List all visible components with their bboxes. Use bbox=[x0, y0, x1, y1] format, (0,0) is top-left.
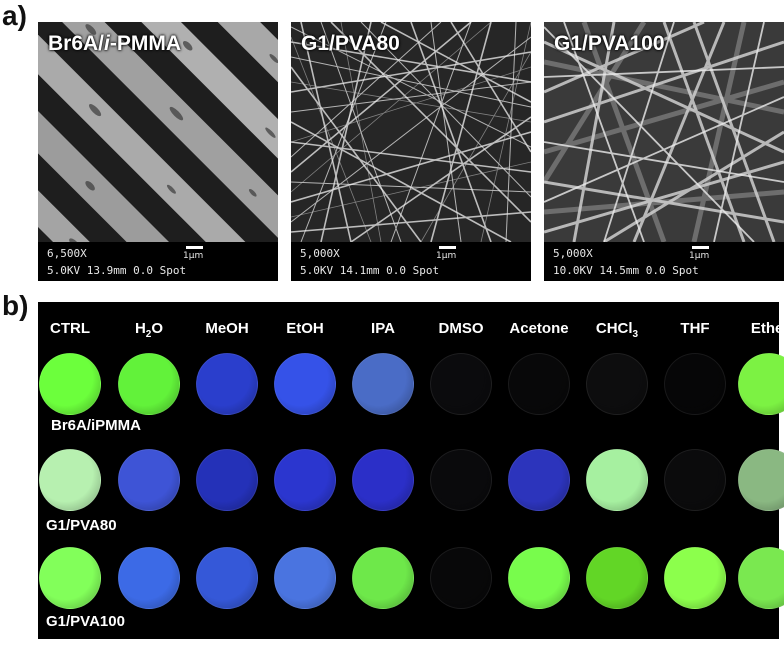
sample-disc-3-10 bbox=[738, 547, 784, 609]
magnification: 6,500X bbox=[47, 247, 87, 260]
sem-micrograph-diagonal-fibers bbox=[38, 22, 278, 242]
sample-disc-1-2 bbox=[118, 353, 180, 415]
column-header-ipa: IPA bbox=[371, 320, 395, 337]
sample-disc-3-8 bbox=[586, 547, 648, 609]
sample-disc-2-2 bbox=[118, 449, 180, 511]
sem-parameters: 5.0KV 14.1mm 0.0 Spot bbox=[300, 264, 440, 277]
row-label-g1-pva100: G1/PVA100 bbox=[46, 613, 125, 630]
sample-disc-3-7 bbox=[508, 547, 570, 609]
sample-disc-3-9 bbox=[664, 547, 726, 609]
panel-b-label: b) bbox=[2, 290, 29, 321]
sample-disc-1-10 bbox=[738, 353, 784, 415]
column-header-dmso: DMSO bbox=[438, 320, 484, 337]
sample-disc-1-9 bbox=[664, 353, 726, 415]
sem-image-g1-pva100: G1/PVA100 5,000X 10.0KV 14.5mm 0.0 Spot … bbox=[544, 22, 784, 281]
column-header-etoh: EtOH bbox=[286, 320, 324, 337]
scale-label: 1μm bbox=[436, 251, 457, 261]
sem-parameters: 10.0KV 14.5mm 0.0 Spot bbox=[553, 264, 699, 277]
sample-disc-2-10 bbox=[738, 449, 784, 511]
sample-disc-3-5 bbox=[352, 547, 414, 609]
sample-disc-2-4 bbox=[274, 449, 336, 511]
sem-info-bar: 5,000X 5.0KV 14.1mm 0.0 Spot 1μm bbox=[291, 242, 531, 281]
sample-disc-3-2 bbox=[118, 547, 180, 609]
column-header-thf: THF bbox=[680, 320, 710, 337]
magnification: 5,000X bbox=[300, 247, 340, 260]
sample-disc-2-1 bbox=[39, 449, 101, 511]
sample-disc-3-4 bbox=[274, 547, 336, 609]
sem-info-bar: 5,000X 10.0KV 14.5mm 0.0 Spot 1μm bbox=[544, 242, 784, 281]
sample-disc-1-5 bbox=[352, 353, 414, 415]
sem-title: G1/PVA80 bbox=[301, 32, 400, 55]
column-header-acetone: Acetone bbox=[509, 320, 569, 337]
column-header-meoh: MeOH bbox=[205, 320, 249, 337]
scale-label: 1μm bbox=[183, 251, 204, 261]
sem-image-br6a-ipmma: Br6A/i-PMMA 6,500X 5.0KV 13.9mm 0.0 Spot… bbox=[38, 22, 278, 281]
sem-image-g1-pva80: G1/PVA80 5,000X 5.0KV 14.1mm 0.0 Spot 1μ… bbox=[291, 22, 531, 281]
column-header-ctrl: CTRL bbox=[50, 320, 90, 337]
sem-parameters: 5.0KV 13.9mm 0.0 Spot bbox=[47, 264, 187, 277]
sample-disc-1-4 bbox=[274, 353, 336, 415]
sem-info-bar: 6,500X 5.0KV 13.9mm 0.0 Spot 1μm bbox=[38, 242, 278, 281]
scale-label: 1μm bbox=[689, 251, 710, 261]
sample-disc-2-3 bbox=[196, 449, 258, 511]
sample-disc-3-6 bbox=[430, 547, 492, 609]
column-header-ether: Ether bbox=[750, 320, 784, 337]
sample-disc-2-6 bbox=[430, 449, 492, 511]
sample-disc-3-3 bbox=[196, 547, 258, 609]
sample-disc-1-7 bbox=[508, 353, 570, 415]
sem-micrograph-fine-fibers bbox=[291, 22, 531, 242]
sample-disc-2-8 bbox=[586, 449, 648, 511]
sample-disc-2-7 bbox=[508, 449, 570, 511]
scale-bar bbox=[692, 246, 709, 249]
sample-disc-1-1 bbox=[39, 353, 101, 415]
sem-title: G1/PVA100 bbox=[554, 32, 665, 55]
panel-a-label: a) bbox=[2, 0, 27, 31]
sample-disc-2-5 bbox=[352, 449, 414, 511]
scale-bar bbox=[186, 246, 203, 249]
sample-disc-1-8 bbox=[586, 353, 648, 415]
sem-title: Br6A/i-PMMA bbox=[48, 32, 182, 55]
row-label-br6a-ipmma: Br6A/iPMMA bbox=[51, 417, 142, 434]
magnification: 5,000X bbox=[553, 247, 593, 260]
luminescence-photo-grid: CTRL H2O MeOH EtOH IPA DMSO Acetone CHCl… bbox=[38, 302, 784, 639]
sem-micrograph-thick-fibers bbox=[544, 22, 784, 242]
sample-disc-3-1 bbox=[39, 547, 101, 609]
column-header-h2o: H2O bbox=[134, 320, 164, 340]
scale-bar bbox=[439, 246, 456, 249]
sample-disc-2-9 bbox=[664, 449, 726, 511]
row-label-g1-pva80: G1/PVA80 bbox=[46, 517, 117, 534]
column-header-chcl3: CHCl3 bbox=[595, 320, 639, 340]
sample-disc-1-3 bbox=[196, 353, 258, 415]
sample-disc-1-6 bbox=[430, 353, 492, 415]
